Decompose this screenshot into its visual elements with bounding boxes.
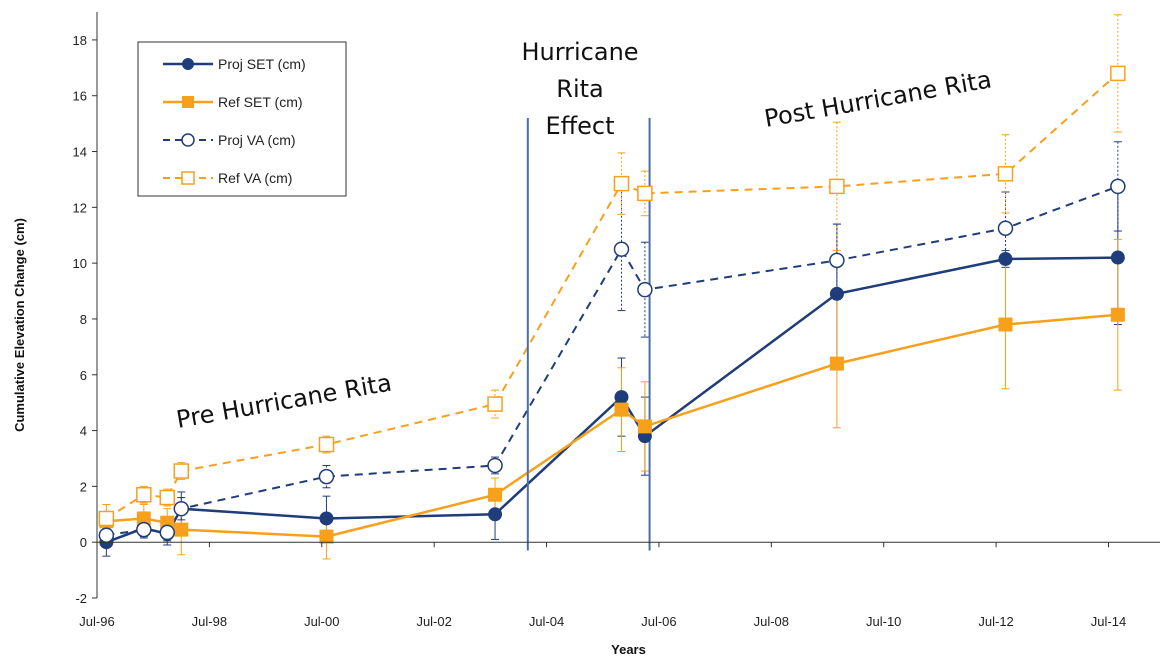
axes: -2 0 2 4 6 8 10 12 14 16 18 Jul-96 Jul-98 Jul-00 Jul-0… bbox=[12, 12, 1160, 657]
data-point-ref-set-cm bbox=[319, 529, 334, 544]
series-line-ref-set-cm bbox=[106, 313, 1119, 538]
data-point-ref-va-cm bbox=[98, 510, 115, 527]
legend-label-ref-va: Ref VA (cm) bbox=[218, 170, 292, 186]
x-tick-label: Jul-10 bbox=[866, 614, 901, 629]
data-point-proj-va-cm bbox=[1110, 178, 1126, 195]
y-tick-label: 8 bbox=[80, 312, 87, 327]
y-tick-label: 4 bbox=[80, 424, 87, 439]
x-tick-label: Jul-12 bbox=[978, 614, 1013, 629]
data-point-proj-va-cm bbox=[98, 527, 115, 543]
period-dividers bbox=[526, 118, 651, 551]
data-point-ref-va-cm bbox=[829, 178, 845, 195]
series-line-proj-va-cm bbox=[106, 185, 1119, 537]
data-point-ref-set-cm bbox=[829, 356, 844, 371]
data-point-ref-va-cm bbox=[159, 489, 175, 506]
legend: Proj SET (cm) Ref SET (cm) Proj VA (cm) … bbox=[137, 41, 347, 197]
y-tick-label: -2 bbox=[75, 591, 87, 606]
data-point-proj-set-cm bbox=[829, 286, 844, 301]
x-tick-label: Jul-04 bbox=[529, 614, 564, 629]
data-point-proj-va-cm bbox=[997, 220, 1014, 237]
data-point-proj-va-cm bbox=[487, 457, 503, 474]
y-tick-label: 16 bbox=[73, 89, 87, 104]
data-point-ref-set-cm bbox=[637, 419, 652, 434]
annotation-effect-line3: Effect bbox=[545, 112, 614, 140]
data-point-ref-set-cm bbox=[614, 402, 629, 417]
annotation-post: Post Hurricane Rita bbox=[762, 65, 993, 133]
legend-marker-ref-set bbox=[182, 96, 194, 108]
data-point-proj-va-cm bbox=[829, 252, 845, 269]
x-tick-label: Jul-02 bbox=[416, 614, 451, 629]
data-point-ref-va-cm bbox=[997, 166, 1014, 182]
data-point-ref-set-cm bbox=[488, 487, 503, 502]
legend-label-ref-set: Ref SET (cm) bbox=[218, 94, 303, 110]
legend-label-proj-set: Proj SET (cm) bbox=[218, 56, 306, 72]
data-point-ref-va-cm bbox=[136, 487, 152, 503]
annotation-effect-line1: Hurricane bbox=[521, 38, 638, 66]
legend-marker-proj-va bbox=[181, 133, 195, 147]
data-point-proj-set-cm bbox=[998, 251, 1013, 266]
data-point-proj-va-cm bbox=[159, 524, 175, 541]
y-tick-label: 0 bbox=[80, 535, 87, 550]
data-point-ref-set-cm bbox=[998, 317, 1013, 332]
x-tick-label: Jul-06 bbox=[641, 614, 676, 629]
data-point-proj-set-cm bbox=[614, 390, 629, 405]
data-point-proj-va-cm bbox=[173, 500, 190, 517]
y-tick-label: 10 bbox=[73, 256, 87, 271]
data-point-ref-va-cm bbox=[318, 436, 335, 453]
x-axis-title: Years bbox=[611, 642, 646, 657]
series-line-ref-va-cm bbox=[105, 72, 1119, 520]
x-tick-label: Jul-14 bbox=[1091, 614, 1126, 629]
data-point-proj-va-cm bbox=[637, 281, 653, 298]
data-point-proj-set-cm bbox=[1110, 250, 1125, 265]
data-point-proj-va-cm bbox=[318, 468, 335, 485]
data-point-proj-va-cm bbox=[613, 241, 630, 257]
y-tick-label: 18 bbox=[73, 33, 87, 48]
x-tick-label: Jul-98 bbox=[192, 614, 227, 629]
data-point-ref-va-cm bbox=[487, 396, 503, 412]
data-point-proj-set-cm bbox=[488, 507, 503, 522]
y-axis-title: Cumulative Elevation Change (cm) bbox=[12, 218, 27, 432]
data-point-ref-set-cm bbox=[174, 522, 189, 537]
data-point-ref-va-cm bbox=[173, 463, 190, 479]
legend-box bbox=[137, 41, 347, 197]
x-tick-label: Jul-00 bbox=[304, 614, 339, 629]
legend-marker-proj-set bbox=[182, 58, 194, 70]
data-point-proj-va-cm bbox=[136, 521, 152, 538]
x-tick-label: Jul-08 bbox=[754, 614, 789, 629]
data-point-ref-va-cm bbox=[637, 185, 653, 202]
annotation-effect-line2: Rita bbox=[556, 75, 603, 103]
x-tick-label: Jul-96 bbox=[79, 614, 114, 629]
y-tick-label: 2 bbox=[80, 479, 87, 494]
legend-marker-ref-va bbox=[181, 171, 195, 185]
legend-label-proj-va: Proj VA (cm) bbox=[218, 132, 296, 148]
data-point-ref-set-cm bbox=[136, 511, 151, 526]
y-tick-label: 14 bbox=[73, 145, 87, 160]
data-point-ref-set-cm bbox=[1110, 307, 1125, 322]
series-markers bbox=[98, 65, 1126, 550]
annotation-pre: Pre Hurricane Rita bbox=[174, 368, 394, 433]
data-point-proj-set-cm bbox=[319, 511, 334, 526]
y-tick-label: 12 bbox=[73, 200, 87, 215]
y-tick-label: 6 bbox=[80, 368, 87, 383]
data-point-ref-va-cm bbox=[613, 175, 630, 192]
data-point-ref-va-cm bbox=[1110, 65, 1126, 82]
